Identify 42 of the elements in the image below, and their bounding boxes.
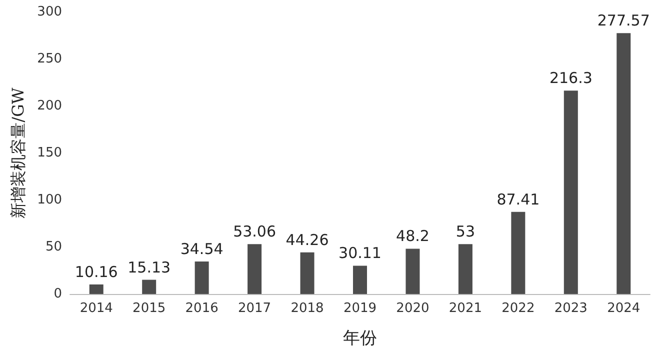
data-label: 44.26: [286, 230, 329, 249]
x-tick-label: 2014: [80, 301, 113, 316]
x-tick-label: 2015: [132, 301, 166, 316]
bar: [194, 262, 209, 294]
data-label: 53: [456, 222, 475, 241]
data-label: 30.11: [338, 244, 382, 262]
y-tick-label: 200: [37, 98, 62, 114]
bar: [89, 284, 104, 294]
y-tick-label: 300: [37, 4, 62, 20]
x-tick-label: 2021: [448, 301, 482, 316]
x-tick-label: 2023: [554, 301, 588, 316]
data-label: 87.41: [496, 190, 540, 208]
bar: [406, 248, 420, 294]
bar: [616, 33, 631, 294]
bar: [458, 244, 472, 294]
y-tick-label: 0: [54, 286, 62, 302]
y-axis-title: 新增装机容量/GW: [8, 87, 28, 218]
bar: [353, 266, 367, 294]
x-tick-label: 2020: [396, 301, 430, 316]
data-label: 216.3: [549, 69, 592, 88]
y-tick-label: 150: [37, 146, 62, 160]
bar: [511, 212, 526, 294]
bar: [564, 90, 578, 294]
data-label: 10.16: [74, 262, 118, 281]
x-tick-label: 2018: [290, 301, 324, 316]
y-tick-label: 100: [37, 192, 62, 208]
data-label: 34.54: [180, 240, 224, 258]
x-axis-title: 年份: [343, 328, 377, 348]
y-tick-label: 250: [37, 52, 62, 66]
bar: [142, 280, 156, 294]
bar: [300, 252, 314, 294]
data-label: 48.2: [396, 227, 430, 246]
x-tick-label: 2022: [502, 301, 535, 316]
x-tick-label: 2024: [607, 301, 640, 316]
y-tick-label: 50: [45, 240, 62, 254]
data-label: 15.13: [128, 258, 171, 276]
bar: [248, 244, 262, 294]
x-tick-label: 2019: [343, 301, 377, 316]
data-label: 53.06: [233, 222, 276, 241]
data-label: 277.57: [597, 12, 650, 30]
x-tick-label: 2017: [238, 301, 272, 316]
x-tick-label: 2016: [185, 301, 218, 316]
